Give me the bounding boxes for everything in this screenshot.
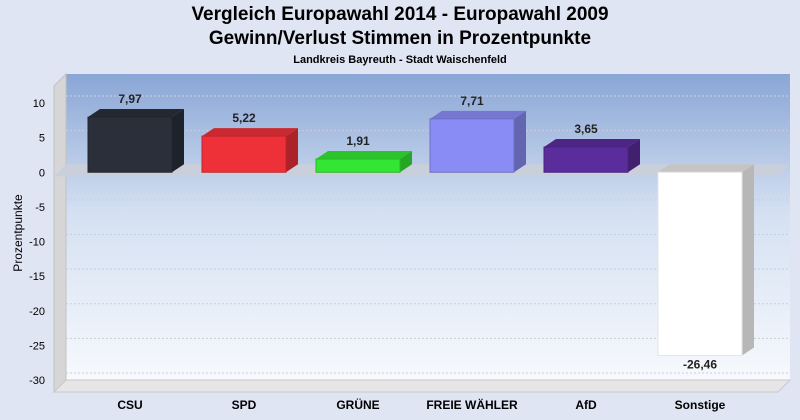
bar-top — [316, 151, 412, 160]
y-tick-label: -15 — [29, 271, 45, 283]
bar-value-label: 3,65 — [574, 122, 598, 136]
bar-side — [400, 151, 412, 173]
chart-subtitle: Gewinn/Verlust Stimmen in Prozentpunkte — [208, 28, 592, 49]
bar-top — [658, 164, 754, 173]
bar — [201, 135, 287, 173]
y-tick-label: 10 — [33, 98, 45, 110]
x-category-label: Sonstige — [675, 398, 726, 412]
bar-value-label: 5,22 — [232, 111, 256, 125]
bar — [543, 146, 629, 173]
bar-top — [544, 138, 640, 147]
chart-subsubtitle: Landkreis Bayreuth - Stadt Waischenfeld — [293, 54, 507, 66]
bar-value-label: 1,91 — [346, 134, 370, 148]
y-tick-label: -10 — [29, 237, 45, 249]
y-tick-label: 0 — [39, 167, 45, 179]
chart-title: Vergleich Europawahl 2014 - Europawahl 2… — [191, 4, 609, 25]
bar-side — [742, 164, 754, 356]
bar — [87, 116, 173, 173]
y-axis-label: Prozentpunkte — [11, 194, 25, 272]
plot-side-wall — [53, 72, 67, 394]
bar — [315, 158, 401, 173]
x-category-label: GRÜNE — [336, 397, 379, 412]
bar-side — [514, 110, 526, 173]
y-tick-label: -30 — [29, 375, 45, 387]
y-tick-label: 5 — [39, 133, 45, 145]
bar-top — [88, 109, 184, 118]
bar — [429, 118, 515, 173]
x-category-label: FREIE WÄHLER — [426, 397, 518, 412]
bar-top — [430, 110, 526, 119]
bar-side — [286, 128, 298, 173]
x-category-label: AfD — [575, 398, 597, 412]
bar-value-label: -26,46 — [683, 357, 717, 371]
x-category-label: SPD — [232, 398, 257, 412]
bar-value-label: 7,71 — [460, 94, 484, 108]
bar-value-label: 7,97 — [118, 92, 142, 106]
y-tick-label: -5 — [35, 202, 45, 214]
bar-top — [202, 128, 298, 137]
y-tick-label: -25 — [29, 340, 45, 352]
y-tick-label: -20 — [29, 306, 45, 318]
bar — [657, 171, 743, 356]
bar-side — [172, 109, 184, 173]
plot-floor — [52, 379, 792, 393]
bar-side — [628, 138, 640, 173]
x-category-label: CSU — [117, 398, 142, 412]
